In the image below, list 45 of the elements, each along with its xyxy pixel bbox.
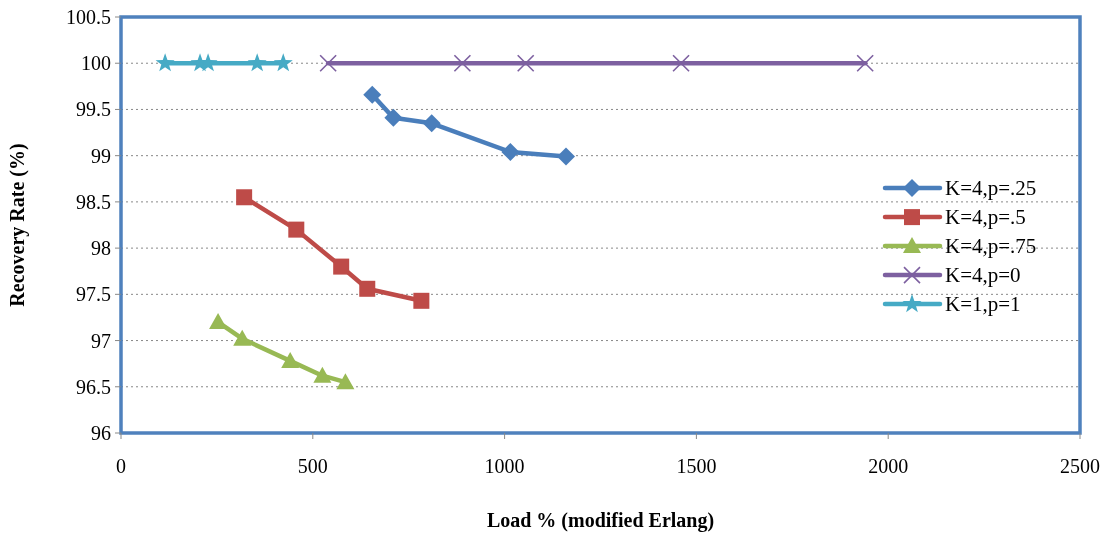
point [856, 54, 874, 73]
y-tick-label: 97.5 [76, 283, 111, 306]
point [363, 85, 382, 104]
point [333, 258, 350, 275]
x-tick-label: 2000 [868, 455, 909, 477]
point [453, 54, 472, 73]
point [273, 53, 293, 72]
point [247, 53, 267, 72]
point [233, 329, 252, 346]
point [384, 108, 403, 127]
x-tick-label: 1500 [676, 455, 717, 477]
x-tick-label: 500 [297, 455, 328, 477]
legend-label: K=4,p=.25 [945, 176, 1037, 201]
x-axis-title: Load % (modified Erlang) [486, 509, 715, 532]
y-tick-label: 96 [91, 422, 111, 444]
x-tick-label: 2500 [1060, 455, 1100, 477]
point [319, 54, 337, 73]
point [281, 351, 300, 368]
y-axis-title: Recovery Rate (%) [6, 143, 29, 307]
y-tick-label: 100.5 [66, 6, 111, 28]
point [288, 221, 305, 238]
point [359, 280, 376, 297]
x-tick-label: 1000 [484, 455, 525, 477]
legend-label: K=4,p=.5 [945, 205, 1026, 230]
point [413, 292, 430, 309]
point [313, 366, 332, 383]
y-tick-label: 99 [91, 144, 111, 167]
point [672, 54, 690, 73]
legend-label: K=1,p=1 [945, 292, 1021, 317]
y-tick-label: 98 [91, 237, 111, 260]
x-tick-label: 0 [116, 455, 126, 477]
y-tick-label: 100 [81, 52, 111, 75]
legend-label: K=4,p=.75 [945, 234, 1037, 259]
point [556, 147, 575, 166]
point [336, 373, 355, 390]
point [501, 142, 520, 161]
point [422, 114, 441, 133]
y-tick-label: 98.5 [76, 190, 111, 213]
point [516, 54, 535, 73]
y-tick-label: 97 [91, 329, 111, 352]
y-tick-label: 96.5 [76, 375, 111, 398]
legend-label: K=4,p=0 [945, 263, 1021, 288]
y-tick-label: 99.5 [76, 98, 111, 121]
point [155, 53, 175, 72]
point [236, 189, 253, 206]
